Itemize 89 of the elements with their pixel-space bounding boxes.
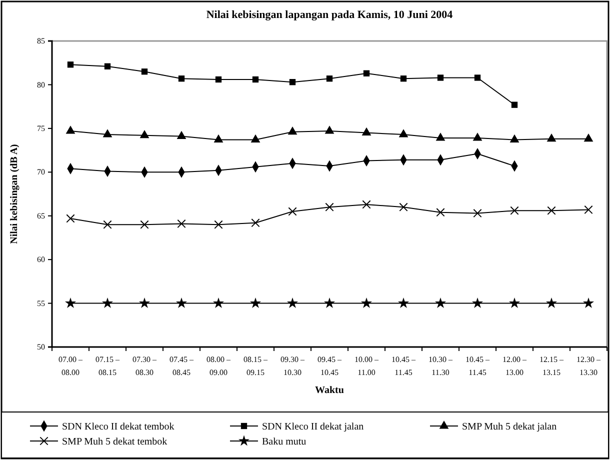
point: [547, 206, 556, 215]
x-tick-label: 12.15 – 13.15: [540, 355, 564, 377]
y-tick-label: 80: [37, 80, 45, 90]
legend-label: SDN Kleco II dekat tembok: [62, 422, 174, 432]
point: [324, 297, 336, 308]
point: [102, 129, 112, 138]
legend-label: SMP Muh 5 dekat tembok: [62, 436, 168, 448]
point: [400, 76, 407, 82]
point: [177, 219, 186, 228]
x-tick-label: 09.30 – 10.30: [280, 355, 306, 377]
legend-label: Baku mutu: [262, 436, 306, 448]
point: [511, 102, 518, 108]
y-tick-label: 70: [37, 168, 45, 177]
point: [64, 297, 76, 308]
x-tick-label: 10.45 – 11.45: [392, 355, 416, 377]
point: [510, 206, 519, 215]
point: [104, 63, 111, 70]
y-tick-label: 55: [37, 298, 45, 308]
x-tick-label: 12.00 – 13.00: [502, 355, 528, 377]
point: [176, 130, 186, 139]
point: [324, 126, 334, 134]
y-tick-label: 85: [37, 36, 45, 46]
x-tick-label: 10.30 – 11.30: [428, 355, 454, 377]
x-tick-label: 10.00 – 11.00: [354, 355, 380, 377]
y-tick-label: 75: [37, 124, 45, 133]
point: [584, 134, 594, 142]
point: [326, 76, 333, 82]
point: [289, 79, 296, 86]
point: [546, 134, 556, 142]
point: [398, 297, 410, 308]
point: [250, 134, 260, 142]
x-tick-label: 07.15 – 08.15: [96, 355, 120, 377]
x-tick-label: 09.45 – 10.45: [318, 355, 342, 377]
point: [176, 297, 188, 308]
point: [546, 297, 558, 308]
point: [472, 132, 482, 141]
point: [214, 134, 224, 142]
point: [103, 220, 112, 229]
point: [362, 200, 371, 209]
x-tick-label: 08.15 – 09.15: [244, 355, 268, 377]
legend-label: SMP Muh 5 dekat jalan: [462, 422, 557, 432]
point: [508, 297, 520, 308]
point: [363, 70, 370, 76]
point: [252, 76, 259, 83]
point: [141, 68, 148, 75]
point: [473, 208, 482, 218]
point: [214, 220, 223, 229]
x-tick-label: 10.45 – 11.45: [466, 355, 490, 377]
x-tick-label: 07.00 – 08.00: [58, 355, 84, 377]
x-tick-label: 07.30 – 08.30: [132, 355, 158, 377]
point: [325, 202, 334, 212]
point: [215, 76, 222, 83]
point: [436, 132, 446, 141]
point: [510, 134, 520, 142]
point: [140, 130, 150, 138]
point: [288, 207, 297, 216]
point: [67, 62, 74, 68]
y-tick-label: 50: [37, 342, 45, 352]
point: [212, 297, 224, 308]
y-tick-label: 65: [37, 211, 45, 220]
point: [362, 127, 372, 136]
point: [399, 202, 408, 212]
point: [251, 218, 260, 228]
point: [584, 205, 593, 214]
point: [474, 74, 481, 81]
point: [434, 297, 446, 308]
x-axis-title: Waktu: [315, 385, 344, 396]
point: [102, 297, 114, 308]
point: [582, 297, 594, 308]
point: [286, 297, 298, 308]
point: [138, 297, 150, 308]
point: [66, 214, 75, 223]
point: [398, 129, 408, 138]
point: [66, 126, 76, 134]
point: [472, 297, 484, 308]
legend-label: SDN Kleco II dekat jalan: [262, 422, 364, 432]
point: [250, 297, 262, 308]
y-axis-title: Nilai kebisingan (dB A): [9, 144, 20, 244]
x-tick-label: 07.45 – 08.45: [170, 355, 194, 377]
x-tick-label: 08.00 – 09.00: [206, 355, 232, 377]
y-tick-label: 60: [37, 255, 45, 264]
point: [360, 297, 372, 308]
point: [436, 208, 445, 217]
point: [178, 76, 185, 82]
point: [140, 220, 149, 229]
chart-title: Nilai kebisingan lapangan pada Kamis, 10 Juni 2004: [206, 9, 454, 21]
point: [437, 74, 444, 81]
x-tick-label: 12.30 – 13.30: [576, 355, 602, 377]
point: [288, 126, 298, 135]
